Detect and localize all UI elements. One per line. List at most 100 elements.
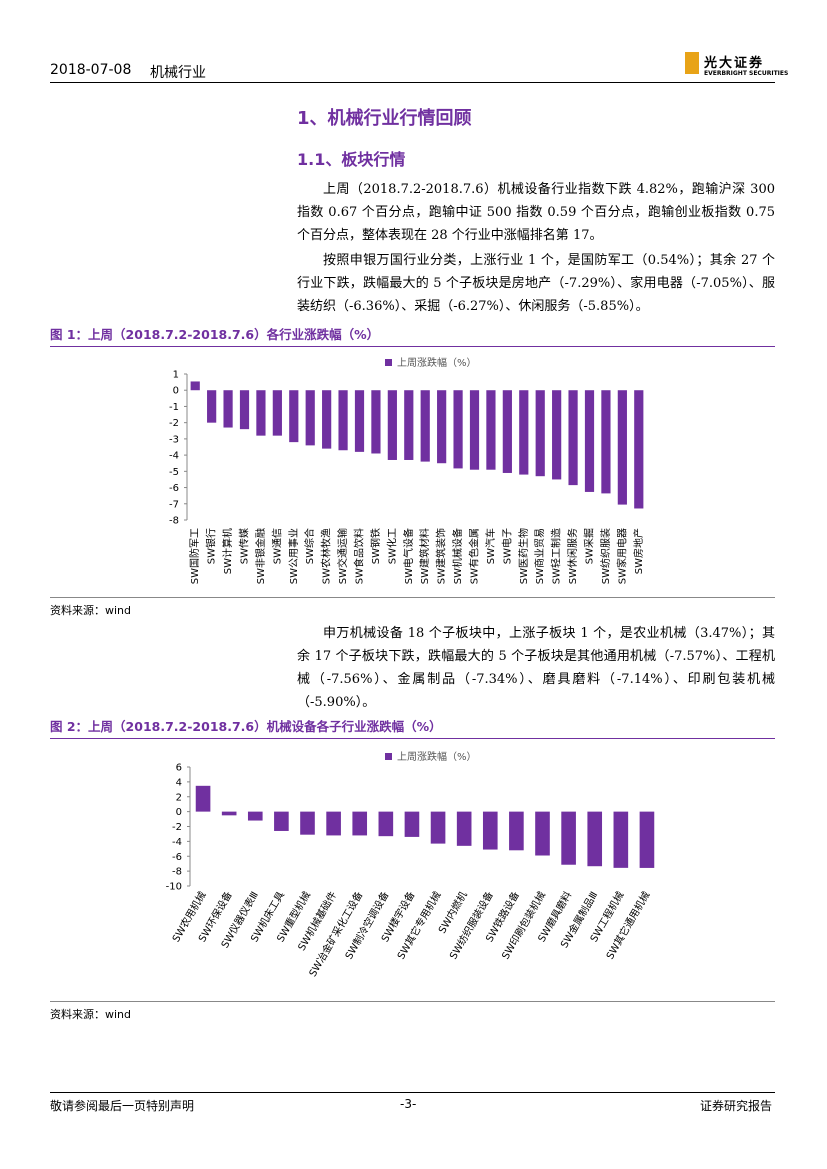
y-tick-label: -8 [169,516,179,527]
x-tick-label: SW非银金融 [254,528,267,584]
x-tick-label: SW化工 [385,528,398,564]
y-tick-label: 0 [173,386,179,397]
bar [221,811,237,816]
bar [519,390,529,475]
bar [190,381,200,391]
bar [352,811,368,836]
footer-left: 敬请参阅最后一页特别声明 [50,1099,195,1113]
footer-right: 证券研究报告 [700,1099,773,1113]
bar [420,390,430,462]
bar [453,390,463,469]
bar [272,390,282,436]
bar [502,390,512,473]
logo-en: EVERBRIGHT SECURITIES [704,70,789,77]
bar [587,811,603,867]
header-date: 2018-07-08 [50,62,132,78]
legend-swatch [385,359,392,366]
figure-source: 资料来源：wind [50,597,775,618]
bar [509,811,524,851]
bar [613,811,629,868]
legend-label: 上周涨跌幅（%） [397,750,477,763]
paragraph: 申万机械设备 18 个子板块中，上涨子板块 1 个，是农业机械（3.47%）；其… [297,626,775,710]
bar [430,811,446,844]
bar [535,390,545,477]
x-tick-label: SW家用电器 [615,528,628,584]
x-tick-label: SW电子 [500,528,513,564]
y-tick-label: 2 [176,792,182,803]
bar [437,390,447,464]
x-tick-label: SW农林牧渔 [320,528,333,584]
x-tick-label: SW商业贸易 [533,528,546,584]
footer-rule [50,1092,775,1093]
y-tick-label: 4 [176,777,182,788]
bar [195,785,211,812]
bar [354,390,365,452]
y-tick-label: -6 [169,483,179,494]
bar [568,390,578,486]
y-tick-label: -2 [172,822,182,833]
x-tick-label: SW国防军工 [188,528,201,584]
y-tick-label: 0 [176,807,182,818]
x-tick-label: SW食品饮料 [353,528,366,584]
legend-swatch [385,753,392,760]
x-tick-label: SW机械设备 [451,528,464,584]
chart: -10-8-6-4-20246上周涨跌幅（%）SW农用机械SW环保设备SW仪器仪… [166,750,655,979]
y-tick-label: -6 [172,852,182,863]
heading: 1、机械行业行情回顾 [297,108,472,129]
bar [469,390,480,470]
header-rule [50,82,775,83]
bar [387,390,397,460]
x-tick-label: SW轻工制造 [550,528,563,584]
paragraph: 按照申银万国行业分类，上涨行业 1 个，是国防军工（0.54%）；其余 27 个… [297,253,775,314]
y-tick-label: -4 [169,451,179,462]
bar [371,390,381,454]
bar [338,390,348,451]
y-tick-label: -5 [169,467,179,478]
bar [617,390,627,505]
bar [223,390,233,428]
bar [601,390,611,494]
x-tick-label: SW休闲服务 [566,528,579,584]
bar [207,390,217,423]
x-tick-label: SW纺织服装 [599,528,612,584]
x-tick-label: SW钢铁 [369,528,382,564]
bar [322,390,332,449]
figure-caption: 图 2：上周（2018.7.2-2018.7.6）机械设备各子行业涨跌幅（%） [50,716,775,739]
y-tick-label: -1 [169,402,179,413]
bar [552,390,562,480]
x-tick-label: SW建筑装饰 [435,528,448,584]
legend-label: 上周涨跌幅（%） [397,356,477,369]
bar [239,390,250,430]
bar [404,390,414,460]
footer-page: -3- [400,1097,417,1111]
bar [300,811,315,835]
y-tick-label: -4 [172,837,182,848]
x-tick-label: SW汽车 [484,528,497,564]
bar [305,390,315,446]
chart: -8 -7 -6 -5 -4 -3 -2 -1 0 1 上周涨跌幅（%） SW国防军工 SW银行 SW计算… [169,356,645,584]
bar [274,811,289,831]
bar [404,811,420,837]
subheading: 1.1、板块行情 [297,150,406,169]
bar [584,390,595,492]
bar [535,811,550,856]
x-tick-label: SW医药生物 [517,528,530,584]
logo-icon [685,52,699,74]
figure-source: 资料来源：wind [50,1001,775,1022]
x-tick-label: SW电气设备 [402,528,415,584]
x-tick-label: SW交通运输 [336,528,349,584]
bar [247,811,263,821]
x-tick-label: SW综合 [303,528,316,564]
x-tick-label: SW建筑材料 [418,528,431,584]
y-tick-label: 1 [173,370,179,381]
x-tick-label: SW房地产 [632,528,645,574]
bar [378,811,394,837]
x-tick-label: SW通信 [271,528,283,564]
y-tick-label: -2 [169,418,179,429]
x-tick-label: SW银行 [205,528,218,564]
y-tick-label: -7 [169,499,179,510]
y-tick-label: 6 [176,763,182,774]
bar [486,390,496,470]
x-tick-label: SW公用事业 [287,528,300,584]
